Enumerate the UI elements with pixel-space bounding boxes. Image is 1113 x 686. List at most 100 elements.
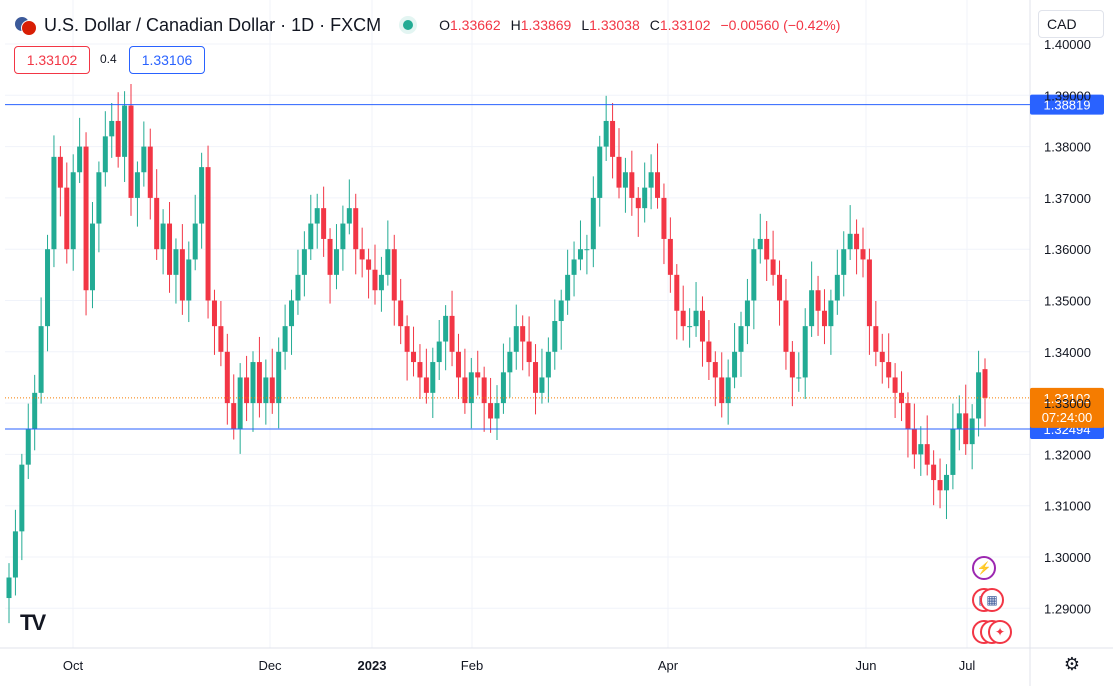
sell-button[interactable]: 1.33102 bbox=[14, 46, 90, 74]
candle-body bbox=[385, 249, 391, 275]
candle-body bbox=[976, 372, 982, 419]
candle-body bbox=[263, 377, 269, 404]
y-tick-label: 1.30000 bbox=[1044, 550, 1091, 565]
candle-body bbox=[545, 351, 551, 378]
lightning-event-icon[interactable]: ⚡ bbox=[972, 556, 996, 580]
candle-body bbox=[289, 300, 295, 327]
candle-body bbox=[648, 172, 654, 188]
candle-body bbox=[199, 167, 205, 224]
candle-body bbox=[513, 326, 519, 352]
y-tick-label: 1.40000 bbox=[1044, 37, 1091, 52]
candle-body bbox=[500, 372, 506, 404]
cad-flag-event-icon[interactable]: ✦ bbox=[988, 620, 1012, 644]
x-tick-label: Jul bbox=[959, 658, 976, 673]
candle-body bbox=[12, 531, 18, 578]
candle-body bbox=[950, 428, 956, 475]
candle-body bbox=[873, 326, 879, 352]
candle-body bbox=[751, 249, 757, 301]
market-open-dot-icon[interactable] bbox=[403, 20, 414, 30]
candle-body bbox=[314, 208, 320, 224]
candle-body bbox=[468, 372, 474, 404]
candle-body bbox=[462, 377, 468, 404]
candle-body bbox=[931, 464, 937, 481]
candle-body bbox=[192, 223, 198, 260]
candle-body bbox=[712, 362, 718, 378]
candle-body bbox=[834, 274, 840, 301]
candle-body bbox=[38, 326, 44, 393]
candle-body bbox=[866, 259, 872, 327]
candle-body bbox=[732, 351, 738, 378]
candle-body bbox=[520, 326, 526, 342]
candle-body bbox=[815, 290, 821, 311]
candle-body bbox=[141, 146, 147, 173]
candle-body bbox=[340, 223, 346, 250]
buy-button[interactable]: 1.33106 bbox=[129, 46, 205, 74]
candle-body bbox=[526, 341, 532, 363]
candle-body bbox=[494, 403, 500, 419]
y-tick-label: 1.35000 bbox=[1044, 294, 1091, 309]
candle-body bbox=[115, 120, 121, 157]
horizontal-line-label-bg bbox=[1030, 94, 1104, 115]
candle-body bbox=[301, 249, 307, 275]
candle-body bbox=[841, 249, 847, 275]
candle-body bbox=[295, 274, 301, 301]
candle-body bbox=[642, 187, 648, 209]
candle-body bbox=[629, 172, 635, 198]
candle-body bbox=[327, 238, 333, 275]
candle-body bbox=[77, 146, 83, 173]
y-tick-label: 1.39000 bbox=[1044, 88, 1091, 103]
candle-body bbox=[430, 362, 436, 393]
candle-body bbox=[725, 377, 731, 404]
open-label: O bbox=[439, 17, 450, 33]
candle-body bbox=[282, 326, 288, 352]
candle-body bbox=[956, 413, 962, 429]
candle-body bbox=[455, 351, 461, 378]
symbol-header: U.S. Dollar / Canadian Dollar · 1D · FXC… bbox=[14, 12, 840, 38]
symbol-title[interactable]: U.S. Dollar / Canadian Dollar · 1D · FXC… bbox=[44, 14, 382, 35]
candle-body bbox=[25, 428, 31, 465]
candle-body bbox=[886, 362, 892, 378]
y-tick-label: 1.36000 bbox=[1044, 242, 1091, 257]
last-price-label: 1.33102 bbox=[1044, 391, 1091, 406]
candle-body bbox=[603, 120, 609, 147]
candle-body bbox=[783, 300, 789, 352]
x-tick-label: Feb bbox=[461, 658, 483, 673]
candle-body bbox=[218, 326, 224, 352]
candle-body bbox=[622, 172, 628, 188]
high-label: H bbox=[510, 17, 521, 33]
flag-icon[interactable] bbox=[14, 14, 37, 36]
usd-flag-event-icon[interactable]: ▦ bbox=[980, 588, 1004, 612]
open-value: 1.33662 bbox=[450, 17, 501, 33]
y-tick-label: 1.31000 bbox=[1044, 499, 1091, 514]
candle-body bbox=[449, 315, 455, 352]
candle-body bbox=[404, 326, 410, 352]
candle-body bbox=[854, 233, 860, 250]
gear-icon[interactable]: ⚙ bbox=[1063, 654, 1081, 674]
candle-body bbox=[635, 197, 641, 209]
candle-body bbox=[796, 377, 802, 379]
candle-body bbox=[231, 403, 237, 429]
x-tick-label: Jun bbox=[856, 658, 877, 673]
currency-select[interactable]: CAD bbox=[1038, 10, 1104, 38]
candle-body bbox=[70, 172, 76, 250]
candle-body bbox=[488, 403, 494, 419]
close-value: 1.33102 bbox=[659, 17, 711, 33]
candle-body bbox=[757, 238, 763, 250]
candle-body bbox=[154, 197, 160, 250]
candle-body bbox=[577, 249, 583, 260]
candle-body bbox=[96, 172, 102, 224]
y-tick-label: 1.33000 bbox=[1044, 396, 1091, 411]
candle-body bbox=[269, 377, 275, 404]
candle-body bbox=[89, 223, 95, 291]
tradingview-logo[interactable]: TV bbox=[20, 610, 46, 635]
candle-body bbox=[51, 156, 57, 250]
candle-body bbox=[45, 249, 51, 327]
candle-body bbox=[308, 223, 314, 250]
candle-body bbox=[687, 326, 693, 328]
candle-body bbox=[924, 444, 930, 465]
candle-body bbox=[224, 351, 230, 404]
candle-body bbox=[237, 377, 243, 429]
y-tick-label: 1.29000 bbox=[1044, 601, 1091, 616]
candle-body bbox=[584, 249, 590, 251]
